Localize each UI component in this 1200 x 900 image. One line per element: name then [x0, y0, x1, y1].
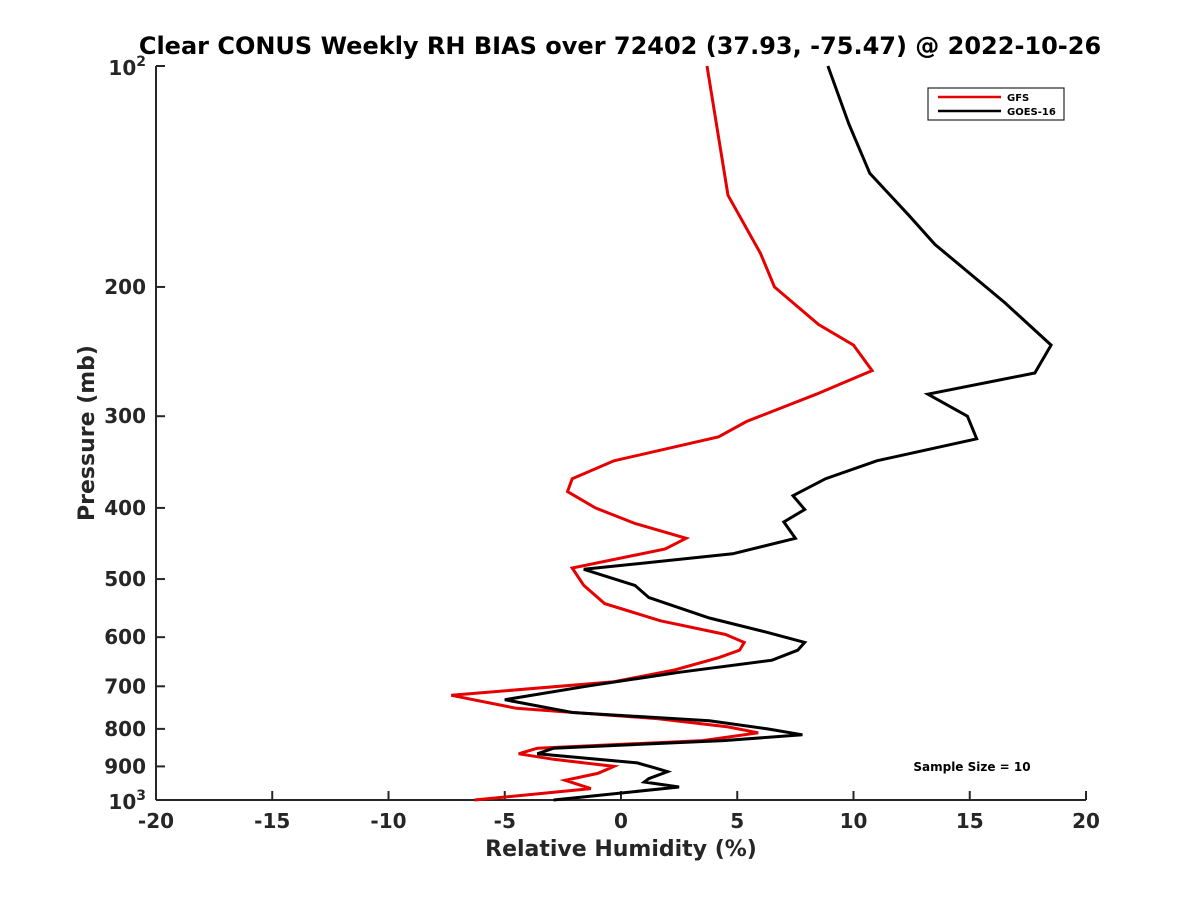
x-tick-label: 0	[614, 809, 628, 833]
legend-label-gfs: GFS	[1007, 93, 1029, 104]
y-tick-label: 200	[104, 275, 146, 299]
sample-size-annotation: Sample Size = 10	[913, 760, 1030, 774]
x-tick-label: -10	[370, 809, 406, 833]
y-tick-label-bottom: 103	[108, 788, 146, 814]
x-axis-label: Relative Humidity (%)	[485, 837, 757, 862]
y-tick-label-top: 102	[108, 54, 146, 80]
legend-box	[927, 87, 1065, 121]
x-tick-label: -20	[138, 809, 174, 833]
x-tick-label: 15	[956, 809, 984, 833]
x-tick-label: 20	[1072, 809, 1100, 833]
y-tick-label: 600	[104, 625, 146, 649]
y-tick-label: 800	[104, 717, 146, 741]
y-tick-label: 300	[104, 404, 146, 428]
y-axis-label: Pressure (mb)	[75, 345, 100, 521]
y-tick-label: 400	[104, 496, 146, 520]
legend-label-goes16: GOES-16	[1007, 107, 1056, 118]
chart-title: Clear CONUS Weekly RH BIAS over 72402 (3…	[139, 32, 1101, 60]
legend: GFS GOES-16	[927, 87, 1065, 121]
series-layer	[451, 65, 1054, 802]
x-tick-label: -15	[254, 809, 290, 833]
y-ticks: 200 300 400 500 600 700 800 900 102 103	[104, 54, 165, 814]
x-tick-label: 5	[730, 809, 744, 833]
x-ticks: -20 -15 -10 -5 0 5 10 15 20	[138, 791, 1100, 833]
plot-area: -20 -15 -10 -5 0 5 10 15 20 200 300 400 500 600 700 80…	[104, 54, 1100, 833]
y-tick-label: 500	[104, 567, 146, 591]
y-tick-label: 700	[104, 674, 146, 698]
y-tick-label: 900	[104, 754, 146, 778]
series-line-goes16	[504, 65, 1054, 802]
x-tick-label: -5	[494, 809, 516, 833]
x-tick-label: 10	[840, 809, 868, 833]
series-line-gfs	[451, 65, 875, 802]
